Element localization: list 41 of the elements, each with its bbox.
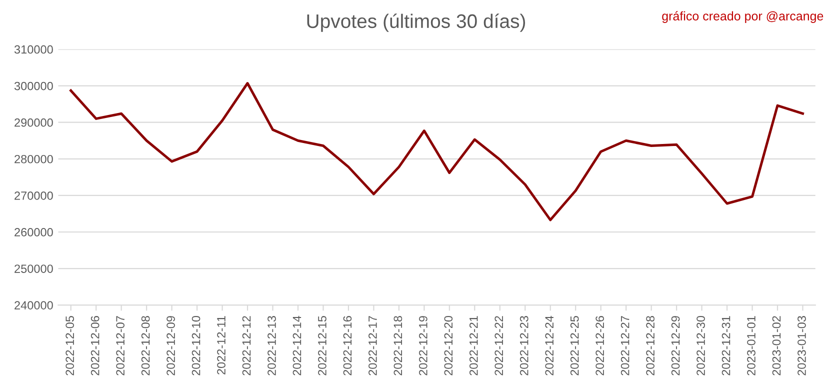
x-tick-label: 2022-12-30	[696, 316, 705, 376]
y-tick-label: 260000	[14, 228, 53, 236]
x-tick-label: 2022-12-12	[242, 316, 251, 376]
x-tick-label: 2022-12-05	[66, 316, 74, 376]
x-tick-label: 2022-12-21	[469, 316, 478, 376]
x-tick-label: 2023-01-02	[772, 316, 781, 376]
x-tick-label: 2022-12-10	[192, 316, 200, 376]
x-tick-label: 2022-12-22	[494, 316, 504, 376]
x-tick-label: 2022-12-19	[418, 316, 428, 376]
x-tick-label: 2022-12-27	[620, 316, 630, 376]
x-tick-label: 2022-12-25	[570, 316, 579, 376]
x-tick-label: 2022-12-20	[444, 316, 453, 376]
y-tick-label: 300000	[14, 82, 53, 90]
y-tick-label: 250000	[14, 264, 53, 273]
x-tick-label: 2022-12-31	[722, 316, 730, 376]
text: gráfico creado por @arcange	[662, 11, 824, 23]
x-tick-label: 2022-12-24	[545, 316, 554, 376]
x-tick-label: 2022-12-11	[217, 316, 226, 374]
x-tick-label: 2022-12-23	[520, 316, 528, 376]
x-tick-label: 2022-12-17	[368, 316, 377, 376]
line-series	[70, 82, 804, 222]
x-tick-label: 2022-12-07	[116, 316, 124, 376]
x-tick-label: 2022-12-29	[671, 316, 680, 376]
x-tick-label: 2022-12-16	[343, 316, 352, 376]
chart-title: Upvotes (últimos 30 días)	[307, 14, 526, 32]
x-tick-label: 2022-12-15	[318, 316, 326, 376]
x-tick-label: 2022-12-13	[268, 316, 276, 376]
x-tick-label: 2022-12-06	[90, 316, 100, 376]
x-tick-label: 2023-01-03	[798, 316, 806, 376]
y-tick-label: 310000	[14, 45, 53, 54]
x-tick-label: 2022-12-18	[394, 316, 402, 376]
x-tick-label: 2022-12-08	[141, 316, 150, 376]
y-tick-label: 270000	[14, 191, 53, 200]
x-tick-label: 2022-12-14	[292, 316, 302, 376]
y-tick-label: 240000	[14, 301, 53, 310]
x-tick-label: 2022-12-09	[166, 316, 175, 376]
x-tick-label: 2022-12-28	[646, 316, 654, 376]
y-tick-label: 290000	[14, 118, 53, 127]
x-tick-label: 2022-12-26	[596, 316, 604, 376]
x-tick-label: 2023-01-01	[747, 316, 756, 376]
y-tick-label: 280000	[14, 154, 53, 164]
